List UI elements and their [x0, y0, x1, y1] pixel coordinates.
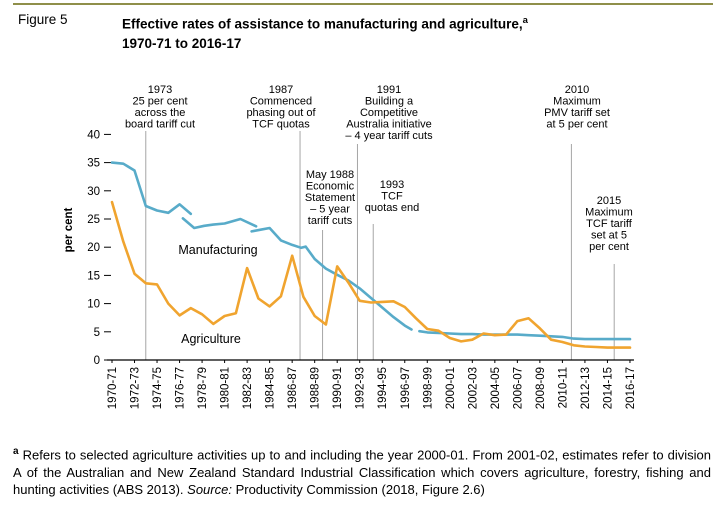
- x-axis-label: 2014-15: [602, 367, 614, 409]
- footnote: a Refers to selected agriculture activit…: [13, 443, 711, 499]
- annotation-text-1973-tariff-cut: 25 per cent: [132, 96, 187, 108]
- manufacturing-line: [250, 226, 413, 331]
- manufacturing-line: [110, 161, 193, 216]
- x-axis-label: 2000-01: [445, 367, 457, 409]
- series-label-agriculture: Agriculture: [181, 332, 241, 346]
- annotation-text-1987-tcf-quotas: phasing out of: [246, 107, 316, 119]
- figure-title-superscript: a: [522, 15, 528, 26]
- x-axis-label: 1976-77: [175, 367, 187, 409]
- figure-label: Figure 5: [18, 12, 68, 27]
- footnote-body: Refers to selected agriculture activitie…: [13, 447, 711, 498]
- x-axis-label: 1996-97: [400, 367, 412, 409]
- annotation-text-1991-building-competitive-australia: – 4 year tariff cuts: [345, 130, 433, 142]
- annotation-text-2015-tcf-tariff: TCF tariff: [586, 218, 633, 230]
- annotation-text-1993-tcf-quotas-end: TCF: [381, 191, 403, 203]
- figure-title-line2: 1970-71 to 2016-17: [122, 35, 242, 51]
- y-axis-label: 15: [87, 270, 100, 282]
- footnote-source-text: Productivity Commission (2018, Figure 2.…: [231, 482, 485, 498]
- x-axis-label: 2004-05: [490, 367, 502, 409]
- annotation-text-1973-tariff-cut: 1973: [148, 84, 172, 96]
- annotation-text-may-1988-economic-statement: May 1988: [306, 169, 354, 181]
- annotation-text-2010-pmv-tariff: at 5 per cent: [546, 119, 607, 131]
- top-rule: [13, 3, 713, 5]
- x-axis-label: 1994-95: [377, 367, 389, 409]
- x-axis-label: 1984-85: [265, 367, 277, 409]
- annotation-text-1991-building-competitive-australia: 1991: [377, 84, 401, 96]
- annotation-text-1991-building-competitive-australia: Competitive: [360, 107, 418, 119]
- agriculture-line: [110, 200, 632, 349]
- y-axis-label: 35: [87, 158, 100, 170]
- y-axis-label: 20: [87, 242, 100, 254]
- x-axis-label: 2006-07: [512, 367, 524, 409]
- x-axis-label: 2012-13: [580, 367, 592, 409]
- y-axis-title: per cent: [63, 207, 75, 252]
- annotation-text-1973-tariff-cut: across the: [135, 107, 186, 119]
- manufacturing-line: [181, 217, 258, 230]
- x-axis-label: 1992-93: [355, 367, 367, 409]
- annotation-text-1987-tcf-quotas: 1987: [269, 84, 293, 96]
- series-label-manufacturing: Manufacturing: [178, 243, 257, 257]
- annotation-text-1987-tcf-quotas: Commenced: [250, 96, 312, 108]
- x-axis-label: 1990-91: [332, 367, 344, 409]
- x-axis-label: 1986-87: [287, 367, 299, 409]
- annotation-text-2010-pmv-tariff: PMV tariff set: [544, 107, 610, 119]
- y-axis-label: 25: [87, 214, 100, 226]
- x-axis-label: 2010-11: [557, 367, 569, 408]
- annotation-text-2015-tcf-tariff: per cent: [589, 241, 629, 253]
- y-axis-label: 5: [94, 327, 100, 339]
- annotation-text-2015-tcf-tariff: set at 5: [591, 230, 627, 242]
- y-axis-label: 10: [87, 299, 100, 311]
- annotation-text-may-1988-economic-statement: – 5 year: [310, 204, 350, 216]
- footnote-source-label: Source:: [187, 482, 232, 498]
- y-axis-label: 0: [94, 355, 100, 367]
- x-axis-label: 2008-09: [535, 367, 547, 409]
- x-axis-label: 2002-03: [467, 367, 479, 409]
- x-axis-label: 1998-99: [422, 367, 434, 409]
- annotation-text-1991-building-competitive-australia: Australia initiative: [346, 119, 432, 131]
- y-axis-label: 40: [87, 129, 100, 141]
- footnote-marker: a: [13, 446, 19, 457]
- annotation-text-1973-tariff-cut: board tariff cut: [125, 119, 195, 131]
- annotation-text-may-1988-economic-statement: Statement: [305, 192, 355, 204]
- chart-svg: 1970-71 1972-73 1974-75 1976-77 1978-79 1980-…: [63, 84, 637, 409]
- x-axis-label: 1980-81: [220, 367, 232, 409]
- manufacturing-line: [418, 329, 632, 341]
- annotation-text-2015-tcf-tariff: Maximum: [585, 207, 633, 219]
- figure-title-line1: Effective rates of assistance to manufac…: [122, 16, 523, 32]
- x-axis-label: 1974-75: [152, 367, 164, 409]
- annotation-text-may-1988-economic-statement: tariff cuts: [308, 215, 353, 227]
- annotation-text-2010-pmv-tariff: 2010: [565, 84, 589, 96]
- annotation-text-1987-tcf-quotas: TCF quotas: [252, 119, 310, 131]
- annotation-text-2010-pmv-tariff: Maximum: [553, 96, 601, 108]
- x-axis-label: 1970-71: [107, 367, 119, 409]
- x-axis-label: 1988-89: [310, 367, 322, 409]
- x-axis-label: 2016-17: [625, 367, 637, 409]
- y-axis-label: 30: [87, 186, 100, 198]
- figure-title: Effective rates of assistance to manufac…: [122, 11, 697, 53]
- annotation-text-1993-tcf-quotas-end: quotas end: [365, 202, 419, 214]
- x-axis-label: 1978-79: [197, 367, 209, 409]
- annotation-text-1993-tcf-quotas-end: 1993: [380, 179, 404, 191]
- x-axis-label: 1982-83: [242, 367, 254, 409]
- annotation-text-2015-tcf-tariff: 2015: [597, 195, 621, 207]
- annotation-text-may-1988-economic-statement: Economic: [306, 181, 355, 193]
- annotation-text-1991-building-competitive-australia: Building a: [365, 96, 414, 108]
- x-axis-label: 1972-73: [130, 367, 142, 409]
